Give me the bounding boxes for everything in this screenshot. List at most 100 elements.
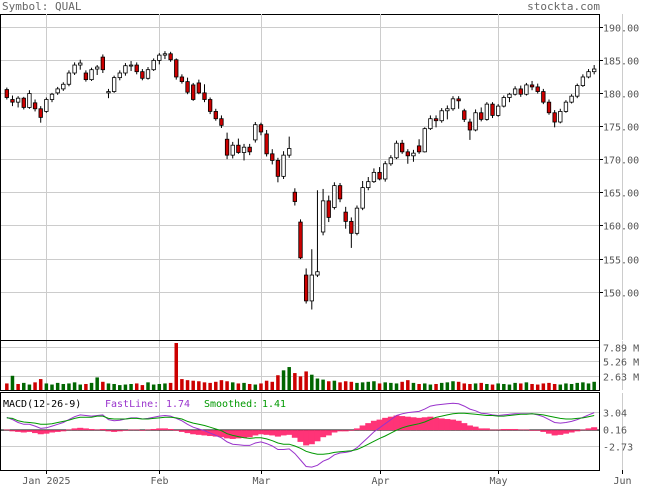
- volume-bar: [406, 380, 410, 390]
- macd-histogram-bar: [77, 427, 84, 431]
- macd-histogram-bar: [353, 428, 360, 431]
- macd-histogram-bar: [495, 429, 502, 431]
- macd-histogram-bar: [325, 430, 332, 436]
- macd-histogram-bar: [540, 430, 547, 432]
- candle-body: [496, 105, 501, 116]
- volume-bar: [112, 383, 116, 390]
- volume-bar: [225, 381, 229, 390]
- candle-body: [343, 211, 348, 222]
- volume-bar: [310, 374, 314, 390]
- volume-bar: [355, 382, 359, 390]
- macd-histogram-bar: [229, 430, 236, 439]
- macd-histogram-bar: [478, 428, 485, 431]
- candle-body: [456, 98, 461, 102]
- volume-bar: [191, 380, 195, 390]
- macd-histogram-bar: [15, 430, 22, 432]
- candle-body: [32, 102, 38, 110]
- volume-bar: [247, 383, 252, 390]
- candle-body: [507, 93, 512, 98]
- candle-body: [433, 118, 439, 122]
- macd-histogram-bar: [359, 425, 366, 431]
- macd-histogram-bar: [461, 423, 468, 431]
- volume-bar: [84, 383, 88, 390]
- volume-bar: [332, 380, 337, 390]
- volume-bar: [95, 377, 99, 390]
- volume-bar: [168, 382, 173, 390]
- candle-body: [281, 154, 286, 177]
- macd-histogram-bar: [252, 430, 259, 436]
- price-tick-label: 180.00: [603, 90, 639, 101]
- candle-body: [298, 221, 303, 259]
- candle-body: [569, 95, 574, 103]
- candle-body: [388, 157, 394, 165]
- volume-bar: [428, 384, 433, 390]
- volume-bar: [101, 381, 105, 390]
- macd-histogram-bar: [218, 430, 225, 438]
- volume-bar: [394, 383, 399, 390]
- volume-tick-label: 2.63 M: [603, 373, 639, 384]
- date-tick-label: Apr: [371, 476, 389, 486]
- candle-body: [563, 101, 569, 112]
- candle-body: [512, 88, 518, 95]
- candle-body: [168, 53, 173, 61]
- volume-bar: [270, 381, 275, 390]
- macd-histogram-bar: [167, 428, 174, 431]
- price-tick-label: 165.00: [603, 189, 639, 200]
- candle-body: [490, 103, 495, 116]
- volume-bar: [581, 382, 585, 390]
- candle-body: [61, 83, 66, 90]
- macd-histogram-bar: [370, 420, 377, 431]
- volume-bar: [118, 385, 122, 390]
- macd-histogram-bar: [212, 430, 219, 437]
- candle-body: [524, 84, 529, 95]
- site-watermark: stockta.com: [527, 0, 600, 13]
- macd-histogram-bar: [26, 430, 33, 432]
- macd-histogram-bar: [269, 430, 276, 436]
- macd-histogram-bar: [246, 430, 253, 438]
- macd-smoothed-line: [6, 412, 595, 455]
- volume-bar: [456, 381, 461, 390]
- candle-body: [462, 110, 467, 120]
- volume-bar: [219, 380, 224, 390]
- volume-bar: [372, 381, 376, 390]
- macd-histogram-bar: [43, 430, 50, 434]
- candle-body: [439, 110, 444, 122]
- volume-bar: [445, 382, 450, 390]
- volume-bar: [140, 385, 145, 390]
- macd-histogram-bar: [224, 430, 231, 439]
- macd-histogram-bar: [545, 430, 553, 434]
- macd-histogram-bar: [337, 430, 344, 432]
- candle-body: [202, 92, 207, 100]
- macd-histogram-bar: [506, 428, 513, 431]
- macd-histogram-bar: [257, 430, 264, 435]
- volume-bar: [304, 371, 308, 390]
- candle-body: [191, 84, 196, 100]
- macd-histogram-bar: [523, 429, 530, 431]
- candle-body: [309, 274, 314, 302]
- volume-bar: [27, 384, 32, 390]
- volume-bar: [44, 383, 49, 390]
- volume-bar: [38, 379, 43, 390]
- candle-body: [360, 187, 365, 209]
- macd-histogram-bar: [195, 430, 202, 435]
- date-tick-label: Mar: [252, 476, 270, 486]
- candle-body: [354, 207, 360, 234]
- candle-body: [106, 91, 111, 94]
- volume-bar: [55, 382, 60, 390]
- candle-body: [518, 88, 523, 95]
- candle-body: [134, 64, 139, 73]
- candle-body: [117, 72, 122, 79]
- macd-tick-label: 0.16: [603, 426, 627, 437]
- candle-body: [179, 76, 185, 83]
- candle-body: [72, 64, 77, 74]
- candle-body: [44, 99, 49, 112]
- macd-histogram-bar: [37, 430, 44, 435]
- macd-histogram-bar: [48, 430, 56, 433]
- macd-histogram-bar: [444, 419, 451, 431]
- volume-bar: [439, 382, 444, 390]
- volume-bar: [293, 373, 297, 390]
- candle-body: [78, 62, 83, 66]
- macd-histogram-bar: [94, 429, 101, 431]
- date-tick-label: Feb: [150, 476, 168, 486]
- price-tick-label: 185.00: [603, 57, 639, 68]
